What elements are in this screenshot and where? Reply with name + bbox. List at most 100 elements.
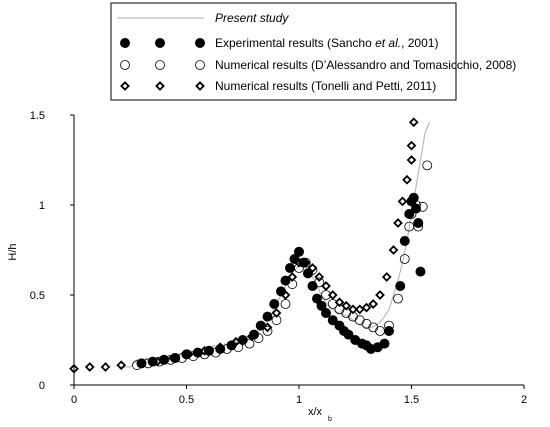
diamond-point	[246, 331, 257, 342]
diamond-point	[402, 174, 412, 185]
filled-circle-point	[413, 218, 424, 228]
diamond-point	[327, 290, 338, 300]
diamond-point	[314, 272, 325, 282]
legend-entry-0: Present study	[117, 11, 289, 25]
x-axis-label-subscript: b	[328, 416, 332, 423]
filled-circle-point	[415, 266, 426, 277]
legend-label: Present study	[215, 11, 289, 25]
filled-circle-point	[285, 263, 295, 273]
diamond-point	[100, 362, 111, 372]
open-circle-point	[393, 293, 403, 304]
filled-circle-point	[262, 311, 273, 322]
diamond-point	[397, 196, 408, 207]
open-circle-point	[375, 326, 385, 336]
diamond-point	[262, 322, 273, 333]
diamond-point	[388, 245, 399, 255]
legend-box	[110, 2, 457, 101]
x-tick-label: 1	[296, 394, 302, 406]
diamond-point	[393, 218, 403, 228]
series-filled-circle	[136, 192, 426, 369]
series-open-circle	[132, 160, 433, 371]
legend-filled-circle-swatch	[195, 38, 205, 48]
x-tick-label: 0	[71, 394, 77, 406]
diamond-point	[375, 290, 385, 300]
open-circle-point	[143, 358, 154, 369]
legend-open-circle-swatch	[155, 60, 165, 70]
diamond-point	[183, 349, 194, 360]
filled-circle-point	[269, 299, 280, 309]
series-diamond	[69, 117, 419, 374]
diamond-point	[361, 302, 372, 313]
filled-circle-point	[399, 236, 410, 246]
filled-circle-point	[395, 281, 406, 291]
diamond-point	[334, 297, 345, 308]
filled-circle-point	[404, 209, 415, 219]
diamond-point	[341, 300, 352, 311]
open-circle-point	[422, 160, 433, 171]
diamond-point	[294, 257, 304, 268]
legend-label-part: et al.	[375, 36, 401, 50]
legend-entry-1: Experimental results (Sancho et al., 200…	[120, 36, 438, 50]
diamond-point	[116, 360, 127, 371]
open-circle-point	[132, 360, 142, 371]
x-tick-label: 0.5	[179, 394, 194, 406]
diamond-point	[271, 308, 282, 318]
open-circle-point	[244, 338, 255, 349]
legend-label-part: , 2001)	[401, 36, 438, 50]
open-circle-point	[406, 209, 417, 219]
diamond-point	[408, 117, 419, 128]
open-circle-point	[210, 347, 221, 358]
y-axis-label: H/h	[7, 243, 19, 260]
legend-label: Experimental results (Sancho et al., 200…	[215, 36, 438, 50]
open-circle-point	[384, 320, 394, 331]
y-tick-label: 1	[39, 200, 45, 212]
diamond-point	[199, 345, 210, 356]
diamond-point	[381, 272, 392, 282]
open-circle-point	[354, 315, 365, 326]
x-axis-label: x/x	[308, 406, 323, 418]
open-circle-point	[314, 277, 325, 288]
open-circle-point	[413, 221, 424, 232]
filled-circle-point	[312, 293, 322, 304]
filled-circle-point	[321, 308, 331, 318]
open-circle-point	[361, 318, 372, 329]
diamond-point	[300, 257, 311, 268]
open-circle-point	[154, 356, 165, 367]
legend-filled-circle-swatch	[155, 38, 165, 48]
legend-diamond-swatch	[195, 81, 205, 91]
diamond-point	[215, 342, 226, 353]
filled-circle-point	[384, 326, 394, 336]
filled-circle-point	[294, 246, 304, 257]
diamond-point	[152, 356, 163, 367]
filled-circle-point	[303, 268, 313, 279]
x-tick-label: 2	[521, 394, 527, 406]
diamond-point	[348, 304, 358, 315]
diamond-point	[354, 304, 365, 315]
diamond-point	[368, 299, 379, 309]
filled-circle-point	[255, 320, 266, 331]
diamond-point	[307, 263, 318, 273]
legend-label-part: Numerical results (D’Alessandro and Toma…	[215, 58, 516, 72]
x-tick-label: 1.5	[404, 394, 419, 406]
present-study-line	[119, 122, 430, 368]
diamond-point	[231, 336, 241, 347]
diamond-point	[69, 363, 79, 374]
open-circle-point	[188, 351, 199, 362]
legend-open-circle-swatch	[195, 60, 205, 70]
legend-label-part: Numerical results (Tonelli and Petti, 20…	[215, 79, 436, 93]
y-tick-label: 1.5	[30, 110, 45, 122]
diamond-point	[168, 353, 178, 363]
diamond-point	[287, 272, 298, 282]
y-tick-label: 0.5	[30, 290, 45, 302]
legend-label: Numerical results (Tonelli and Petti, 20…	[215, 79, 436, 93]
series-line	[119, 122, 430, 368]
filled-circle-point	[316, 300, 327, 311]
diamond-point	[406, 140, 417, 151]
open-circle-point	[399, 254, 410, 264]
open-circle-point	[199, 349, 210, 360]
y-tick-label: 0	[39, 380, 45, 392]
open-circle-point	[280, 299, 291, 309]
filled-circle-point	[379, 338, 390, 349]
filled-circle-point	[327, 315, 338, 326]
